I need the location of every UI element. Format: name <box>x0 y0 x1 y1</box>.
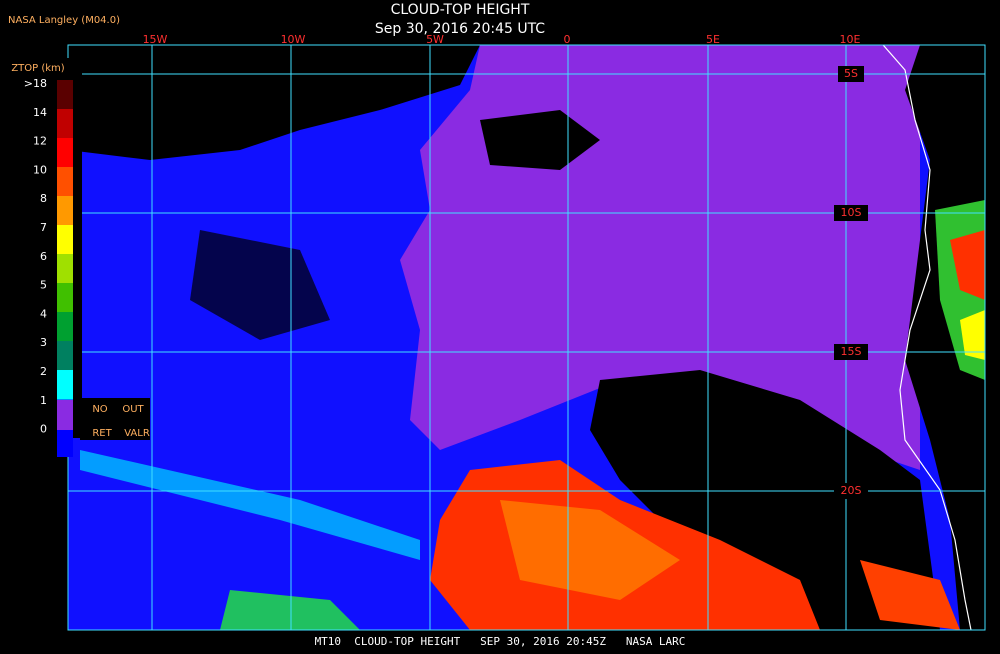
colorbar-label: 14 <box>33 106 47 119</box>
colorbar-label: 0 <box>40 423 47 436</box>
colorbar-segment <box>57 254 73 283</box>
colorbar-label: 6 <box>40 250 47 263</box>
clear-sky <box>480 110 600 170</box>
source: NASA Langley (M04.0) <box>8 15 120 26</box>
longitude-label: 10E <box>840 33 861 46</box>
coastline <box>882 45 972 630</box>
timestamp: Sep 30, 2016 20:45 UTC <box>375 21 545 37</box>
high-clouds <box>860 560 960 630</box>
colorbar-segment <box>57 428 73 457</box>
mid-clouds <box>80 450 420 560</box>
latitude-labels: 5S 10S 15S 20S <box>834 66 868 499</box>
colorbar-label: 8 <box>40 192 47 205</box>
colorbar-label: >18 <box>24 77 47 90</box>
latitude-label: 15S <box>841 345 862 358</box>
latitude-label: 5S <box>844 67 858 80</box>
colorbar-label: 10 <box>33 163 47 176</box>
mid-clouds <box>220 590 360 630</box>
high-clouds <box>500 500 680 600</box>
colorbar-label: 1 <box>40 394 47 407</box>
land <box>905 45 985 630</box>
longitude-label: 5W <box>426 33 444 46</box>
clear-sky <box>590 370 940 630</box>
colorbar-segment <box>57 138 73 167</box>
colorbar-segment <box>57 196 73 225</box>
no-data-label: VALR <box>124 428 150 439</box>
colorbar-label: 5 <box>40 279 47 292</box>
colorbar-label: 3 <box>40 336 47 349</box>
colorbar-segment <box>57 167 73 196</box>
longitude-label: 10W <box>281 33 306 46</box>
longitude-label: 15W <box>143 33 168 46</box>
clear-sky <box>190 230 330 340</box>
longitude-label: 5E <box>706 33 720 46</box>
latitude-label: 10S <box>841 206 862 219</box>
graticule <box>68 45 985 630</box>
colorbar-segment <box>57 400 73 430</box>
colorbar-title: ZTOP (km) <box>11 63 64 74</box>
title: CLOUD-TOP HEIGHT <box>391 2 530 18</box>
land-clouds <box>950 230 985 300</box>
no-data-label: OUT <box>122 404 144 415</box>
no-data-label: RET <box>92 428 112 439</box>
longitude-label: 0 <box>564 33 571 46</box>
colorbar-label: 7 <box>40 221 47 234</box>
cloud-imagery <box>68 45 985 630</box>
colorbar-segment <box>57 225 73 254</box>
footer: MT10 CLOUD-TOP HEIGHT SEP 30, 2016 20:45… <box>315 635 686 648</box>
colorbar-label: 4 <box>40 307 47 320</box>
land-clouds <box>960 310 985 360</box>
latitude-label: 20S <box>841 484 862 497</box>
colorbar-segment <box>57 341 73 370</box>
no-data-label: NO <box>92 404 107 415</box>
colorbar-label: 12 <box>33 135 47 148</box>
colorbar-segment <box>57 283 73 312</box>
colorbar-label: 2 <box>40 365 47 378</box>
longitude-labels: 15W 10W 5W 0 5E 10E <box>143 33 861 46</box>
colorbar-segment <box>57 80 73 109</box>
colorbar-segment <box>57 370 73 399</box>
colorbar-segment <box>57 109 73 138</box>
colorbar-segment <box>57 312 73 341</box>
